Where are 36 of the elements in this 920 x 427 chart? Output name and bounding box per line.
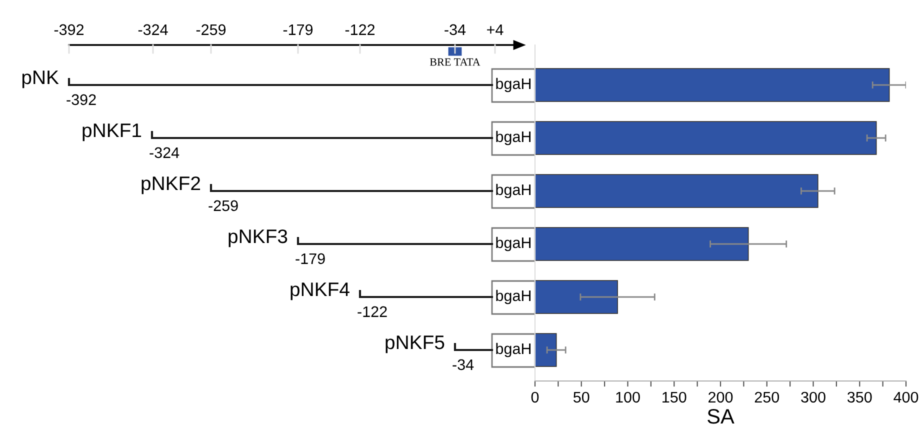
- x-tick-label: 300: [801, 392, 826, 403]
- text: -34: [444, 24, 466, 36]
- text: -259: [196, 24, 226, 36]
- x-tick-label: 400: [894, 392, 918, 403]
- text: pNKF2: [142, 176, 200, 194]
- text: +4: [487, 24, 504, 35]
- text: bgaH: [496, 290, 531, 304]
- text: -34: [452, 359, 474, 370]
- text: -259: [208, 200, 238, 212]
- text: pNKF1: [82, 124, 142, 142]
- x-axis-title: SA: [708, 408, 734, 424]
- text: pNKF5: [386, 336, 444, 354]
- x-tick-label: 200: [708, 392, 733, 403]
- text: -392: [66, 94, 96, 106]
- x-tick-label: 50: [573, 392, 590, 403]
- text: bgaH: [496, 78, 531, 92]
- x-tick-label: 250: [754, 392, 780, 403]
- text: -122: [358, 306, 387, 317]
- x-tick-label: 0: [531, 392, 539, 403]
- x-tick-label: 100: [616, 392, 640, 403]
- text: pNKF3: [228, 229, 288, 248]
- text: -122: [345, 24, 375, 35]
- text: BRE TATA: [430, 58, 480, 66]
- x-tick-label: 150: [662, 392, 686, 403]
- text: bgaH: [496, 130, 531, 146]
- text: bgaH: [496, 342, 531, 358]
- x-tick-label: 350: [847, 392, 872, 403]
- text: bgaH: [496, 236, 531, 252]
- text: -179: [283, 24, 313, 36]
- text: -179: [296, 253, 325, 264]
- text: pNKF4: [290, 282, 350, 300]
- text: pNK: [22, 70, 59, 88]
- text: -392: [54, 24, 84, 36]
- text: -324: [138, 24, 168, 36]
- text: bgaH: [496, 184, 531, 198]
- text: -324: [150, 147, 180, 158]
